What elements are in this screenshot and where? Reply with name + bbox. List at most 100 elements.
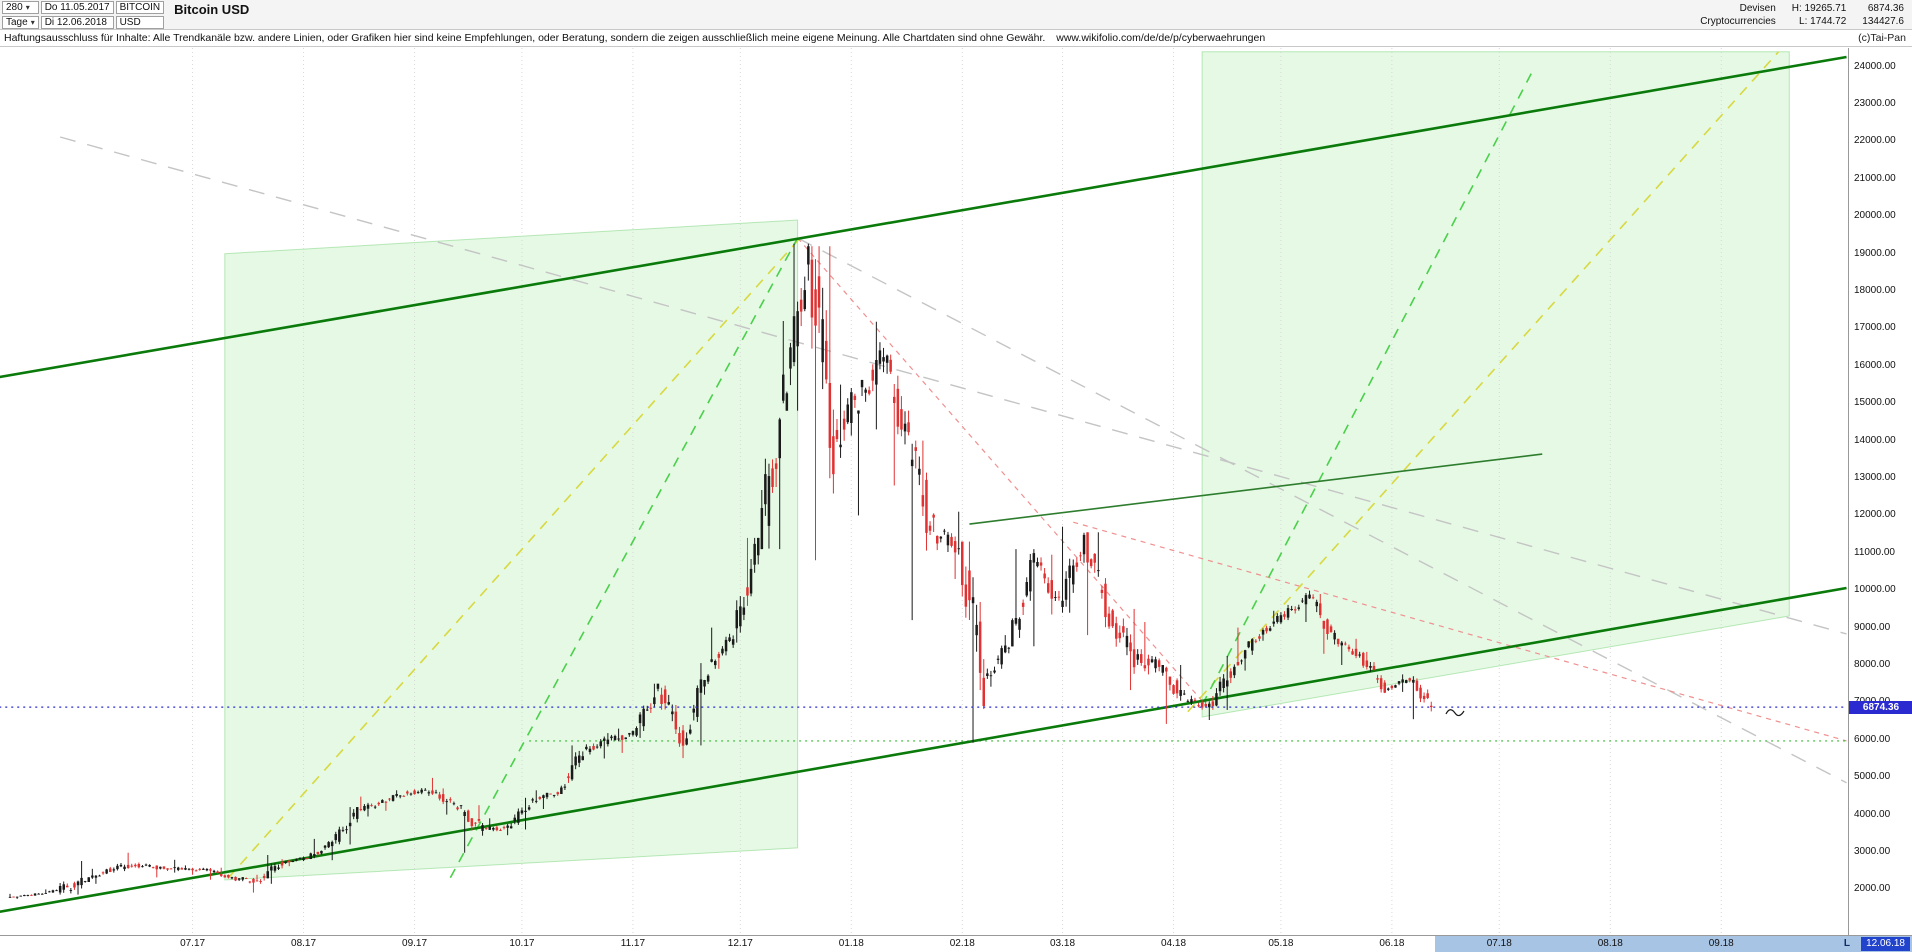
candle-body bbox=[1308, 594, 1311, 599]
candle-body bbox=[26, 895, 30, 896]
candle-body bbox=[252, 878, 255, 883]
candle-body bbox=[764, 474, 767, 505]
date-to-field[interactable]: Di 12.06.2018 bbox=[40, 16, 114, 29]
chart-plot-area[interactable] bbox=[0, 48, 1848, 935]
chart-settings-group: 280 ▾ Tage ▾ Do 11.05.2017 Di 12.06.2018… bbox=[2, 1, 249, 29]
candle-body bbox=[1233, 666, 1236, 676]
candle-body bbox=[724, 639, 728, 652]
candle-body bbox=[51, 890, 55, 893]
candle-body bbox=[1218, 681, 1222, 692]
candle-body bbox=[1165, 667, 1168, 672]
candle-body bbox=[649, 707, 653, 709]
candle-body bbox=[825, 340, 828, 380]
candle-body bbox=[305, 858, 309, 859]
candle-body bbox=[502, 827, 506, 829]
candlestick-chart[interactable] bbox=[0, 48, 1848, 935]
channel-upper-line bbox=[0, 55, 1847, 379]
period-dropdown[interactable]: Tage ▾ bbox=[2, 16, 39, 29]
candle-body bbox=[717, 654, 721, 658]
price-axis-label: 21000.00 bbox=[1854, 172, 1896, 184]
price-axis-label: 9000.00 bbox=[1854, 621, 1891, 633]
candle-body bbox=[1222, 678, 1225, 688]
candle-body bbox=[1190, 699, 1193, 703]
candle-body bbox=[234, 876, 237, 881]
price-axis-label: 24000.00 bbox=[1854, 60, 1896, 72]
candle-body bbox=[109, 868, 112, 872]
candle-body bbox=[1140, 654, 1143, 663]
candle-body bbox=[1430, 705, 1433, 708]
candle-body bbox=[635, 728, 638, 736]
candle-body bbox=[653, 697, 656, 705]
candle-body bbox=[391, 795, 395, 801]
candle-body bbox=[406, 791, 409, 794]
candle-body bbox=[918, 468, 921, 475]
candle-body bbox=[900, 409, 903, 430]
candle-body bbox=[413, 790, 416, 795]
symbol-field[interactable]: BITCOIN bbox=[115, 1, 165, 14]
candle-body bbox=[1093, 553, 1096, 563]
candle-body bbox=[957, 548, 960, 550]
period-value: Tage bbox=[6, 17, 28, 28]
candle-body bbox=[194, 870, 198, 872]
candle-body bbox=[134, 864, 137, 867]
candle-body bbox=[721, 648, 724, 654]
candle-body bbox=[58, 886, 62, 893]
candle-body bbox=[846, 404, 849, 423]
price-axis-label: 18000.00 bbox=[1854, 285, 1896, 297]
candle-body bbox=[1387, 688, 1390, 690]
gray-trendline-upper bbox=[59, 136, 1847, 635]
candle-body bbox=[703, 680, 706, 687]
price-axis-label: 13000.00 bbox=[1854, 472, 1896, 484]
candle-body bbox=[975, 624, 978, 636]
candle-body bbox=[538, 797, 542, 799]
candle-body bbox=[860, 380, 864, 388]
disclaimer-url-link[interactable]: www.wikifolio.com/de/de/p/cyberwaehrunge… bbox=[1056, 32, 1266, 44]
candle-body bbox=[1004, 645, 1007, 653]
time-axis-label: 07.18 bbox=[1486, 938, 1512, 949]
candle-body bbox=[363, 806, 366, 811]
candle-body bbox=[746, 587, 749, 596]
candle-body bbox=[1150, 659, 1154, 663]
candle-body bbox=[116, 865, 119, 870]
candle-body bbox=[377, 802, 380, 805]
candle-body bbox=[162, 866, 166, 869]
candle-body bbox=[706, 675, 710, 682]
candle-body bbox=[1025, 582, 1028, 596]
period-low-label: L: 1744.72 bbox=[1799, 16, 1847, 27]
candle-body bbox=[1294, 609, 1297, 611]
chevron-down-icon: ▾ bbox=[30, 18, 35, 27]
time-axis[interactable]: L 12.06.18 07.17 08.17 09.17 10.17 11.17 12.1… bbox=[0, 935, 1912, 952]
candle-body bbox=[1283, 614, 1286, 617]
candle-body bbox=[1204, 704, 1207, 707]
candle-body bbox=[1211, 701, 1215, 707]
candle-body bbox=[835, 430, 839, 440]
date-from-field[interactable]: Do 11.05.2017 bbox=[40, 1, 114, 14]
candle-body bbox=[1397, 681, 1401, 684]
candle-body bbox=[83, 881, 87, 882]
candle-body bbox=[1161, 665, 1164, 673]
candle-body bbox=[1061, 600, 1064, 607]
candle-body bbox=[427, 792, 431, 794]
candle-body bbox=[749, 568, 753, 594]
candle-body bbox=[126, 864, 130, 868]
candle-body bbox=[137, 864, 141, 868]
candle-body bbox=[864, 389, 867, 393]
candle-body bbox=[939, 536, 943, 539]
candle-body bbox=[1304, 595, 1308, 605]
price-axis-label: 20000.00 bbox=[1854, 210, 1896, 222]
candle-body bbox=[1354, 648, 1358, 656]
candle-body bbox=[302, 858, 305, 861]
candle-body bbox=[1143, 665, 1147, 669]
candle-body bbox=[978, 621, 982, 673]
candle-body bbox=[613, 736, 617, 741]
candle-body bbox=[1136, 654, 1139, 660]
candle-body bbox=[66, 885, 69, 888]
candle-body bbox=[535, 800, 538, 802]
candle-body bbox=[212, 870, 216, 873]
candle-body bbox=[431, 790, 434, 794]
candle-body bbox=[230, 877, 234, 879]
candle-body bbox=[1089, 559, 1093, 567]
candle-body bbox=[1115, 623, 1118, 639]
bars-count-dropdown[interactable]: 280 ▾ bbox=[2, 1, 39, 14]
candle-body bbox=[173, 867, 176, 869]
